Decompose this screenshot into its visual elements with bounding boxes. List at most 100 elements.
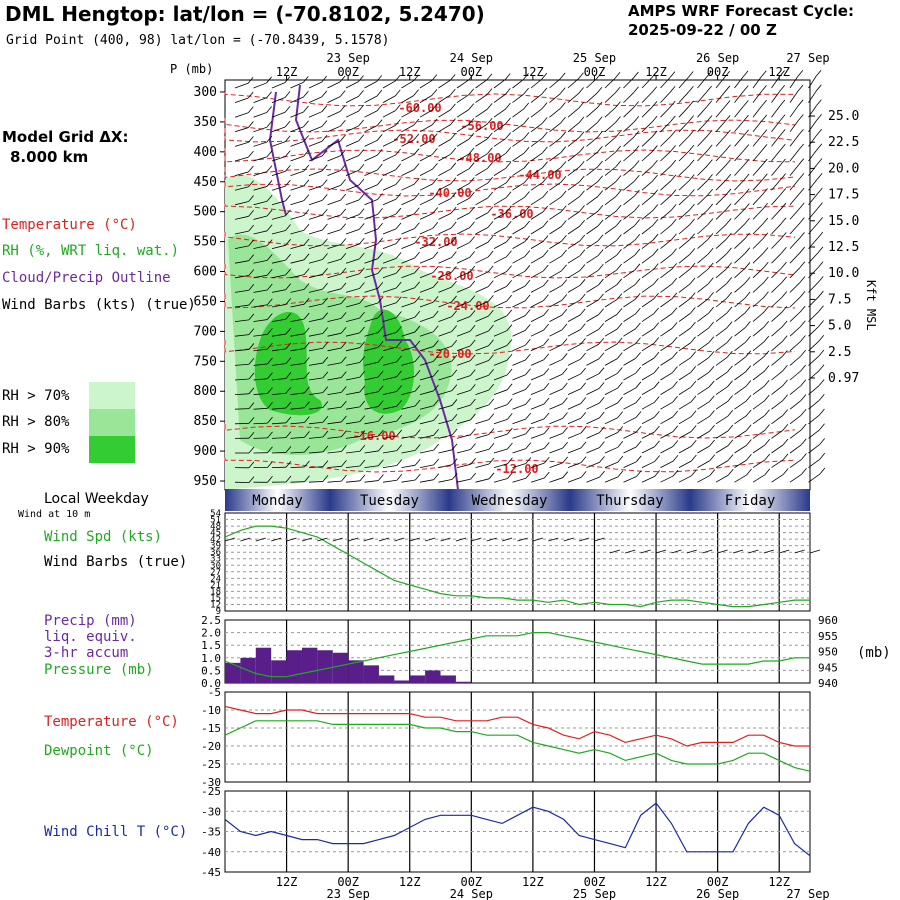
wind-barb-flag (413, 104, 420, 111)
wind-barb-flag (727, 409, 734, 417)
wind-barb-flag (670, 218, 677, 226)
wind-barb (678, 372, 691, 381)
date-label-bottom: 25 Sep (573, 887, 616, 900)
temperature-contour-label: -32.00 (414, 235, 457, 249)
temperature-contour-line (224, 458, 796, 473)
wind-barb (456, 256, 470, 264)
wind-barb-flag (396, 429, 403, 437)
wind-barb (512, 93, 524, 103)
wind-barb-flag (488, 354, 494, 361)
wind-barb-flag (359, 474, 366, 482)
wind-barb (678, 283, 691, 293)
wind-barb (771, 91, 781, 103)
wind-barb-flag (799, 276, 806, 283)
wind-barb (789, 385, 802, 395)
wind-barb (567, 78, 579, 89)
pressure-tick-label: 800 (194, 384, 217, 399)
wind-barb (641, 210, 654, 220)
wind-barb-flag (799, 291, 806, 298)
wind-barb (438, 345, 452, 352)
wind-barb (678, 254, 691, 264)
wind-barb (567, 432, 582, 439)
wind-barb-flag (633, 86, 639, 94)
weekday-thursday (570, 489, 690, 511)
wind-barb (345, 273, 360, 279)
wind-barb-flag (469, 251, 476, 258)
wind-barb (345, 317, 360, 322)
wind-barb (678, 150, 690, 162)
surface-wind-barb (501, 537, 513, 542)
pressure-tick-label: 550 (194, 235, 217, 250)
wind-barb (771, 385, 783, 395)
wind-barb (271, 437, 287, 439)
wind-barb-flag (524, 205, 530, 213)
wind-barb-flag (617, 426, 624, 433)
wind-barb-flag (708, 380, 715, 388)
wind-barb (419, 449, 434, 454)
surface-wind-barb (363, 537, 374, 542)
wind-barb (715, 165, 726, 176)
wind-barb (345, 376, 360, 381)
wind-barb-flag (524, 176, 530, 183)
wind-barb-flag (781, 291, 788, 298)
wind-barb-flag (816, 172, 823, 180)
rh-90-swatch (89, 436, 135, 463)
wind-barb (234, 378, 249, 381)
wind-barb (697, 445, 710, 454)
wind-barb-flag (488, 442, 495, 450)
wind-barb (752, 105, 762, 118)
wind-barb-flag (651, 130, 658, 138)
wind-barb-flag (614, 72, 621, 79)
wind-barb (660, 239, 672, 249)
wind-barb (660, 121, 671, 133)
wind-barb (752, 223, 764, 235)
wind-barb-flag (248, 372, 255, 380)
wind-tick-label: 18 (210, 587, 221, 597)
precip-tick-label: 1.0 (201, 652, 221, 665)
wind-barb (752, 150, 763, 162)
wind-barb-flag (597, 219, 604, 227)
wind-barb (530, 196, 543, 206)
wind-barb-flag (266, 150, 273, 158)
wind-barb-flag (413, 89, 419, 96)
wind-barb-flag (652, 248, 659, 256)
wind-barb-flag (248, 210, 254, 217)
height-tick-label: 25.0 (828, 109, 859, 124)
wind-barb (567, 240, 580, 249)
wind-barb (308, 200, 323, 206)
wind-barb (493, 359, 508, 366)
wind-barb-flag (376, 119, 383, 126)
surface-wind-barb (394, 537, 405, 542)
wind-barb-flag (432, 236, 439, 244)
temperature-contour-label: -40.00 (428, 186, 471, 200)
wind-barb (475, 123, 488, 133)
wind-barb-flag (433, 384, 439, 392)
wind-barb-flag (322, 371, 329, 379)
wind-barb (271, 422, 286, 425)
wind-barb (789, 311, 801, 322)
wind-barb (734, 209, 745, 220)
wind-barb-flag (431, 118, 438, 126)
wind-barb (438, 360, 452, 366)
wind-barb (271, 348, 286, 352)
wind-barb (697, 475, 711, 483)
wind-barb (438, 257, 452, 264)
wind-barb-flag (800, 335, 806, 342)
wind-tick-label: 39 (210, 542, 221, 552)
wind-barb (715, 445, 729, 454)
temperature-contour-line (224, 232, 796, 247)
pressure-tick-label: 700 (194, 324, 217, 339)
wind-barb-flag (395, 104, 401, 111)
wind-barb-flag (376, 148, 383, 156)
wind-barb (493, 182, 507, 191)
wind-barb (327, 170, 341, 176)
wind-barb-flag (248, 357, 255, 365)
wind-tick-label: 30 (210, 561, 221, 571)
wind-barb-flag (322, 342, 329, 349)
wind-barb-flag (689, 277, 696, 285)
wind-barb-flag (266, 254, 273, 261)
precip-tick-label: 0.0 (201, 677, 221, 690)
precip-bar (225, 662, 241, 683)
wind-barb-flag (652, 174, 658, 182)
wind-barb (771, 415, 784, 425)
